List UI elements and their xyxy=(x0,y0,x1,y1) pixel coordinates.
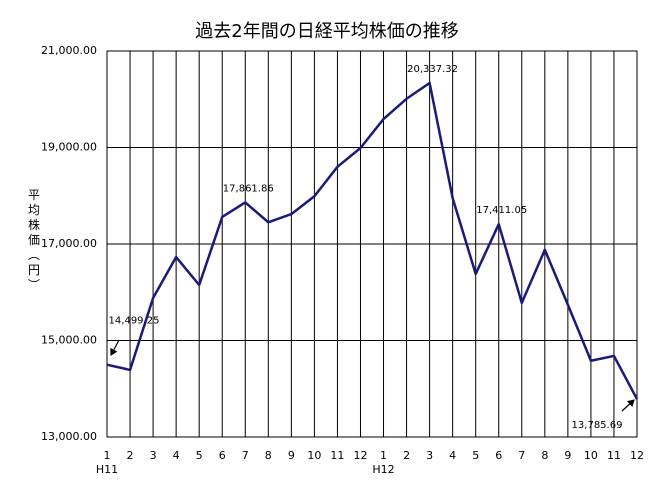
x-tick-label: 7 xyxy=(518,449,525,462)
x-tick-label: 5 xyxy=(196,449,203,462)
y-tick-label: 17,000.00 xyxy=(41,237,97,250)
y-tick-label: 15,000.00 xyxy=(41,334,97,347)
data-label: 14,499.25 xyxy=(109,316,160,327)
x-tick-label: 2 xyxy=(127,449,134,462)
x-tick-label: 1 xyxy=(380,449,387,462)
x-tick-label: 7 xyxy=(242,449,249,462)
x-group-label: H12 xyxy=(372,463,394,476)
data-label: 20,337.32 xyxy=(407,64,458,75)
y-tick-label: 13,000.00 xyxy=(41,430,97,443)
x-tick-label: 3 xyxy=(426,449,433,462)
x-tick-label: 10 xyxy=(584,449,598,462)
data-label: 13,785.69 xyxy=(572,420,623,431)
chart-title: 過去2年間の日経平均株価の推移 xyxy=(195,21,458,42)
y-tick-label: 19,000.00 xyxy=(41,141,97,154)
x-tick-label: 10 xyxy=(307,449,321,462)
x-tick-label: 9 xyxy=(288,449,295,462)
x-tick-label: 1 xyxy=(104,449,111,462)
x-tick-label: 12 xyxy=(630,449,644,462)
y-tick-label: 21,000.00 xyxy=(41,44,97,57)
plot-border xyxy=(106,50,638,438)
x-tick-label: 11 xyxy=(330,449,344,462)
x-tick-label: 4 xyxy=(173,449,180,462)
x-group-label: H11 xyxy=(96,463,118,476)
x-tick-label: 2 xyxy=(403,449,410,462)
y-axis-label: 平均株価（円） xyxy=(27,189,41,294)
annotation-arrow xyxy=(110,339,120,356)
x-tick-label: 4 xyxy=(449,449,456,462)
data-label: 17,861.86 xyxy=(223,183,274,194)
x-tick-label: 6 xyxy=(495,449,502,462)
x-tick-label: 9 xyxy=(564,449,571,462)
data-line xyxy=(106,81,639,400)
x-tick-label: 12 xyxy=(353,449,367,462)
x-tick-label: 5 xyxy=(472,449,479,462)
x-tick-label: 6 xyxy=(219,449,226,462)
x-tick-label: 11 xyxy=(607,449,621,462)
x-tick-label: 8 xyxy=(265,449,272,462)
annotation-arrow xyxy=(621,399,635,412)
x-tick-label: 8 xyxy=(541,449,548,462)
data-label: 17,411.05 xyxy=(476,205,527,216)
x-tick-label: 3 xyxy=(150,449,157,462)
